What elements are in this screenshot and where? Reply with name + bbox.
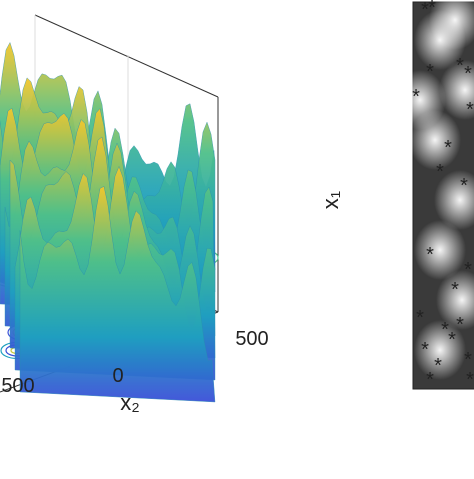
image-blob [434,170,474,230]
marker: * [466,369,474,391]
marker: * [436,161,444,183]
image-blob [394,70,446,130]
marker: * [426,244,434,266]
marker: * [421,0,429,21]
marker: * [466,99,474,121]
marker: * [464,349,472,371]
tick-label: 0 [112,365,123,387]
marker: * [428,0,436,19]
marker: * [426,369,434,391]
axis-title: x₂ [120,390,140,415]
marker: * [456,55,464,77]
image-blob [429,0,474,50]
marker: * [448,329,456,351]
image-blob [436,270,474,330]
marker: * [464,63,472,85]
marker: * [451,279,459,301]
marker: * [444,137,452,159]
marker: * [412,86,420,108]
axis-title: x₁ [318,191,343,209]
marker: * [421,339,429,361]
marker: * [456,314,464,336]
marker: * [464,259,472,281]
tick-label: 500 [1,375,34,397]
marker: * [426,61,434,83]
surface [0,41,216,403]
marker: * [460,175,468,197]
image-blob [414,220,466,280]
marker: * [441,319,449,341]
image-panel: * **** ********** *** ** ** [394,0,474,391]
marker: * [434,355,442,377]
tick-label: 500 [235,328,268,350]
image-blob [414,320,466,380]
marker: * [416,307,424,329]
image-blob [439,60,474,120]
surface-ridge [19,186,216,403]
